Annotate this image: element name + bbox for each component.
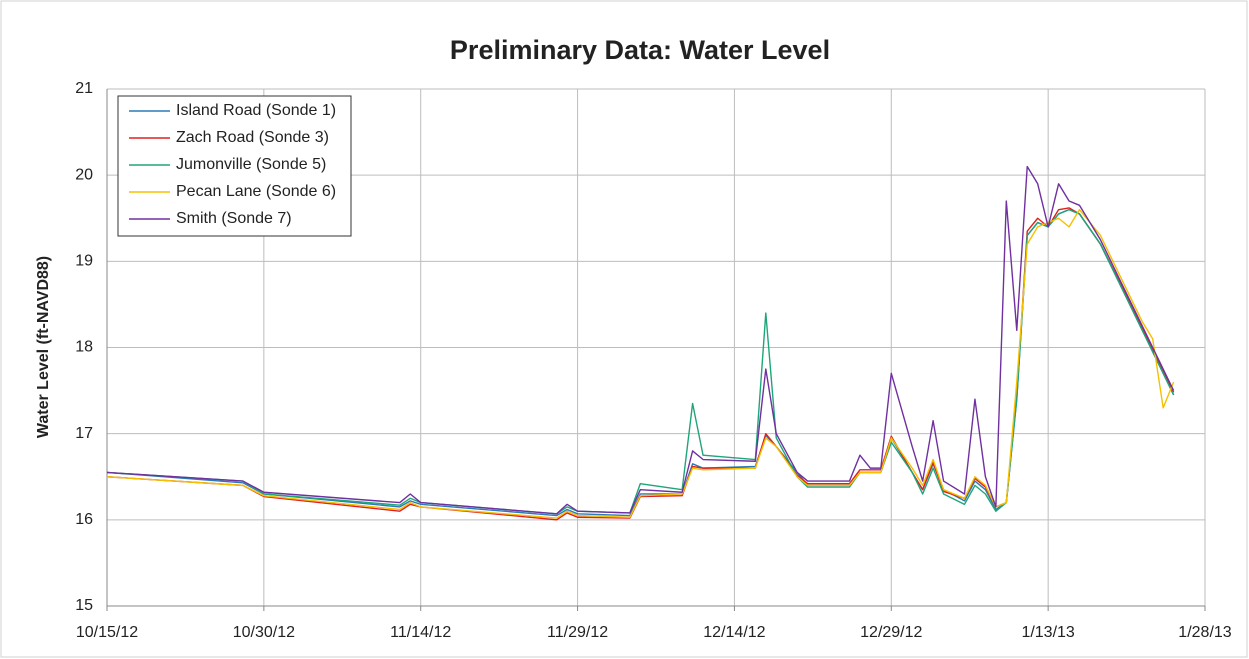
y-tick-label: 19 — [75, 253, 93, 270]
x-tick-label: 12/14/12 — [703, 624, 765, 641]
y-axis-label: Water Level (ft-NAVD88) — [35, 256, 52, 438]
legend-label: Pecan Lane (Sonde 6) — [176, 183, 336, 200]
legend-label: Island Road (Sonde 1) — [176, 102, 336, 119]
series-line — [106, 208, 1175, 519]
x-tick-label: 11/14/12 — [390, 624, 451, 641]
y-tick-label: 16 — [75, 511, 93, 528]
x-tick-label: 1/28/13 — [1178, 624, 1231, 641]
x-tick-label: 11/29/12 — [547, 624, 608, 641]
x-tick-label: 10/30/12 — [233, 624, 295, 641]
y-tick-label: 18 — [75, 339, 93, 356]
y-tick-label: 20 — [75, 166, 93, 183]
x-tick-label: 10/15/12 — [76, 624, 138, 641]
x-tick-label: 1/13/13 — [1021, 624, 1074, 641]
legend-label: Jumonville (Sonde 5) — [176, 156, 326, 173]
legend-label: Zach Road (Sonde 3) — [176, 129, 329, 146]
y-tick-label: 17 — [75, 425, 93, 442]
series-line — [106, 165, 1175, 515]
y-tick-label: 15 — [75, 597, 93, 614]
y-tick-label: 21 — [75, 80, 93, 97]
chart-title: Preliminary Data: Water Level — [450, 35, 830, 65]
legend-box — [117, 95, 352, 237]
legend-label: Smith (Sonde 7) — [176, 210, 292, 227]
x-tick-label: 12/29/12 — [860, 624, 922, 641]
